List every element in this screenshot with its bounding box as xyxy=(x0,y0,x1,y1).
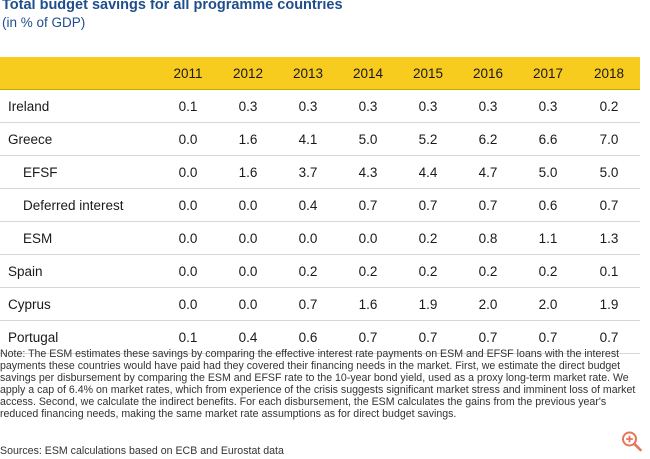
value-cell: 1.6 xyxy=(218,155,278,189)
value-cell: 0.6 xyxy=(518,188,578,222)
row-label: Cyprus xyxy=(0,287,158,321)
value-cell: 0.7 xyxy=(518,320,578,354)
value-cell: 0.2 xyxy=(518,254,578,288)
header-blank-cell xyxy=(0,57,158,90)
value-cell: 0.0 xyxy=(218,254,278,288)
year-header: 2011 xyxy=(158,57,218,90)
value-cell: 0.3 xyxy=(518,89,578,123)
year-header: 2013 xyxy=(278,57,338,90)
zoom-in-icon[interactable] xyxy=(620,430,644,452)
value-cell: 0.7 xyxy=(458,320,518,354)
value-cell: 0.7 xyxy=(338,320,398,354)
value-cell: 0.0 xyxy=(158,155,218,189)
value-cell: 0.8 xyxy=(458,221,518,255)
row-sublabel: Deferred interest xyxy=(0,188,158,222)
value-cell: 7.0 xyxy=(578,122,640,156)
value-cell: 0.2 xyxy=(338,254,398,288)
value-cell: 1.6 xyxy=(218,122,278,156)
value-cell: 1.1 xyxy=(518,221,578,255)
value-cell: 0.0 xyxy=(218,188,278,222)
row-label: Portugal xyxy=(0,320,158,354)
row-sublabel: EFSF xyxy=(0,155,158,189)
value-cell: 0.3 xyxy=(398,89,458,123)
table-row: ESM 0.0 0.0 0.0 0.0 0.2 0.8 1.1 1.3 xyxy=(0,221,640,255)
row-label: Spain xyxy=(0,254,158,288)
year-header: 2017 xyxy=(518,57,578,90)
value-cell: 0.3 xyxy=(458,89,518,123)
value-cell: 2.0 xyxy=(458,287,518,321)
row-sublabel: ESM xyxy=(0,221,158,255)
value-cell: 3.7 xyxy=(278,155,338,189)
table-source: Sources: ESM calculations based on ECB a… xyxy=(0,445,284,457)
value-cell: 6.6 xyxy=(518,122,578,156)
table-row: Greece 0.0 1.6 4.1 5.0 5.2 6.2 6.6 7.0 xyxy=(0,122,640,156)
value-cell: 0.3 xyxy=(218,89,278,123)
table-row: Spain 0.0 0.0 0.2 0.2 0.2 0.2 0.2 0.1 xyxy=(0,254,640,288)
value-cell: 5.0 xyxy=(578,155,640,189)
value-cell: 0.7 xyxy=(398,188,458,222)
value-cell: 0.3 xyxy=(338,89,398,123)
table-row: Portugal 0.1 0.4 0.6 0.7 0.7 0.7 0.7 0.7 xyxy=(0,320,640,354)
value-cell: 0.0 xyxy=(278,221,338,255)
value-cell: 0.7 xyxy=(578,320,640,354)
value-cell: 1.9 xyxy=(578,287,640,321)
value-cell: 6.2 xyxy=(458,122,518,156)
value-cell: 0.4 xyxy=(218,320,278,354)
value-cell: 0.0 xyxy=(158,221,218,255)
table-row: Cyprus 0.0 0.0 0.7 1.6 1.9 2.0 2.0 1.9 xyxy=(0,287,640,321)
value-cell: 0.7 xyxy=(338,188,398,222)
table-row: EFSF 0.0 1.6 3.7 4.3 4.4 4.7 5.0 5.0 xyxy=(0,155,640,189)
value-cell: 5.0 xyxy=(518,155,578,189)
value-cell: 0.0 xyxy=(158,287,218,321)
table-row: Ireland 0.1 0.3 0.3 0.3 0.3 0.3 0.3 0.2 xyxy=(0,89,640,123)
value-cell: 0.1 xyxy=(578,254,640,288)
table-header-row: 2011 2012 2013 2014 2015 2016 2017 2018 xyxy=(0,57,640,90)
year-header: 2016 xyxy=(458,57,518,90)
table-title: Total budget savings for all programme c… xyxy=(2,0,343,13)
value-cell: 4.1 xyxy=(278,122,338,156)
year-header: 2015 xyxy=(398,57,458,90)
value-cell: 0.2 xyxy=(398,221,458,255)
value-cell: 0.7 xyxy=(398,320,458,354)
value-cell: 4.7 xyxy=(458,155,518,189)
value-cell: 0.2 xyxy=(578,89,640,123)
value-cell: 4.3 xyxy=(338,155,398,189)
table-subtitle: (in % of GDP) xyxy=(2,15,86,30)
value-cell: 1.6 xyxy=(338,287,398,321)
table-body: Ireland 0.1 0.3 0.3 0.3 0.3 0.3 0.3 0.2 Greece 0.0… xyxy=(0,89,640,354)
row-label: Ireland xyxy=(0,89,158,123)
year-header: 2012 xyxy=(218,57,278,90)
value-cell: 2.0 xyxy=(518,287,578,321)
value-cell: 0.2 xyxy=(398,254,458,288)
value-cell: 0.1 xyxy=(158,320,218,354)
value-cell: 0.2 xyxy=(458,254,518,288)
value-cell: 4.4 xyxy=(398,155,458,189)
value-cell: 0.7 xyxy=(578,188,640,222)
row-label: Greece xyxy=(0,122,158,156)
value-cell: 0.0 xyxy=(158,122,218,156)
year-header: 2018 xyxy=(578,57,640,90)
value-cell: 5.0 xyxy=(338,122,398,156)
value-cell: 0.1 xyxy=(158,89,218,123)
value-cell: 0.4 xyxy=(278,188,338,222)
year-header: 2014 xyxy=(338,57,398,90)
value-cell: 0.7 xyxy=(278,287,338,321)
value-cell: 5.2 xyxy=(398,122,458,156)
table-row: Deferred interest 0.0 0.0 0.4 0.7 0.7 0.7 0.6 0.… xyxy=(0,188,640,222)
value-cell: 0.0 xyxy=(218,287,278,321)
value-cell: 0.6 xyxy=(278,320,338,354)
budget-savings-table: 2011 2012 2013 2014 2015 2016 2017 2018 … xyxy=(0,57,640,354)
value-cell: 0.0 xyxy=(218,221,278,255)
table-note: Note: The ESM estimates these savings by… xyxy=(0,348,636,421)
value-cell: 0.2 xyxy=(278,254,338,288)
value-cell: 0.3 xyxy=(278,89,338,123)
value-cell: 1.3 xyxy=(578,221,640,255)
value-cell: 0.0 xyxy=(338,221,398,255)
value-cell: 0.0 xyxy=(158,254,218,288)
value-cell: 0.7 xyxy=(458,188,518,222)
value-cell: 0.0 xyxy=(158,188,218,222)
value-cell: 1.9 xyxy=(398,287,458,321)
